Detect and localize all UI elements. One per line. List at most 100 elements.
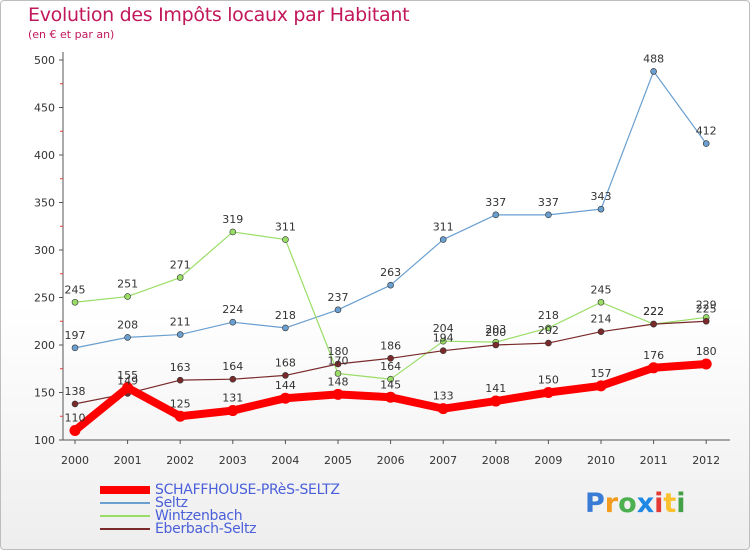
data-point xyxy=(282,236,289,243)
data-label: 110 xyxy=(65,412,86,425)
logo-letter: r xyxy=(604,488,619,519)
data-point xyxy=(124,293,131,300)
data-point xyxy=(437,403,449,415)
x-tick-label: 2011 xyxy=(640,454,668,467)
data-point xyxy=(229,228,237,236)
y-tick-label: 350 xyxy=(34,197,55,210)
data-point xyxy=(597,205,605,213)
data-label: 203 xyxy=(485,323,506,336)
data-point xyxy=(176,376,184,384)
data-point xyxy=(332,388,344,400)
data-label: 488 xyxy=(643,52,664,65)
data-label: 222 xyxy=(643,305,664,318)
data-label: 229 xyxy=(696,298,717,311)
logo-letter: x xyxy=(636,488,655,519)
y-tick-label: 200 xyxy=(34,339,55,352)
y-tick-label: 300 xyxy=(34,244,55,257)
data-label: 337 xyxy=(538,196,559,209)
legend-swatch xyxy=(100,515,150,517)
data-label: 204 xyxy=(433,322,454,335)
data-label: 145 xyxy=(380,378,401,391)
data-point xyxy=(71,298,79,306)
legend-label: Wintzenbach xyxy=(155,508,243,524)
x-tick-label: 2003 xyxy=(219,454,247,467)
data-label: 194 xyxy=(433,332,454,345)
data-label: 311 xyxy=(275,221,296,234)
data-point xyxy=(492,341,500,349)
data-label: 157 xyxy=(591,367,612,380)
proxiti-logo: Proxiti xyxy=(585,488,686,519)
data-point xyxy=(227,405,239,417)
legend-swatch xyxy=(100,502,150,504)
data-point xyxy=(650,68,657,75)
data-label: 311 xyxy=(433,221,454,234)
data-label: 155 xyxy=(117,369,138,382)
data-point xyxy=(648,362,660,374)
data-label: 218 xyxy=(275,309,296,322)
chart-title: Evolution des Impôts locaux par Habitant xyxy=(28,4,410,26)
data-point xyxy=(334,306,342,314)
data-point xyxy=(71,344,79,352)
data-point xyxy=(279,392,291,404)
data-point xyxy=(387,281,394,289)
x-tick-label: 2001 xyxy=(114,454,142,467)
data-label: 125 xyxy=(170,397,191,410)
data-label: 164 xyxy=(222,360,243,373)
data-point xyxy=(69,425,81,436)
y-tick-label: 250 xyxy=(34,292,55,305)
data-point xyxy=(545,324,552,332)
logo-letter: o xyxy=(618,488,637,519)
data-label: 138 xyxy=(65,385,86,398)
data-point xyxy=(490,395,502,407)
data-point xyxy=(176,274,184,281)
data-label: 222 xyxy=(643,305,664,318)
data-label: 237 xyxy=(328,291,349,304)
data-label: 164 xyxy=(380,360,401,373)
data-label: 149 xyxy=(117,374,138,387)
logo-letter: i xyxy=(676,488,686,519)
data-label: 131 xyxy=(222,392,243,405)
data-point xyxy=(542,387,554,398)
data-label: 180 xyxy=(696,345,717,358)
data-label: 141 xyxy=(485,382,506,395)
x-tick-label: 2000 xyxy=(61,454,89,467)
data-point xyxy=(597,298,605,306)
x-tick-label: 2007 xyxy=(429,454,457,467)
data-label: 319 xyxy=(222,213,243,226)
data-label: 337 xyxy=(485,196,506,209)
data-label: 202 xyxy=(538,324,559,337)
x-tick-label: 2004 xyxy=(271,454,299,467)
y-tick-label: 150 xyxy=(34,387,55,400)
data-label: 163 xyxy=(170,361,191,374)
y-tick-label: 450 xyxy=(34,102,55,115)
logo-letter: P xyxy=(585,488,605,519)
data-point xyxy=(174,410,186,422)
data-label: 168 xyxy=(275,356,296,369)
y-tick-label: 500 xyxy=(34,54,55,67)
chart-subtitle: (en € et par an) xyxy=(28,28,115,41)
data-point xyxy=(545,211,552,219)
data-label: 144 xyxy=(275,379,296,392)
y-tick-label: 100 xyxy=(34,434,55,447)
data-point xyxy=(176,331,184,338)
data-label: 251 xyxy=(117,278,138,291)
legend-swatch xyxy=(100,528,150,530)
data-label: 170 xyxy=(328,355,349,368)
data-point xyxy=(702,317,710,325)
data-label: 148 xyxy=(328,375,349,388)
x-tick-label: 2008 xyxy=(482,454,510,467)
data-label: 200 xyxy=(485,326,506,339)
data-point xyxy=(702,140,710,147)
logo-letter: t xyxy=(663,488,677,519)
data-point xyxy=(282,372,289,379)
data-point xyxy=(387,354,394,362)
data-label: 218 xyxy=(538,309,559,322)
data-point xyxy=(597,328,605,336)
legend-swatch xyxy=(100,486,150,494)
data-point xyxy=(439,236,447,243)
data-point xyxy=(334,360,342,368)
data-point xyxy=(122,382,134,394)
data-label: 133 xyxy=(433,390,454,403)
